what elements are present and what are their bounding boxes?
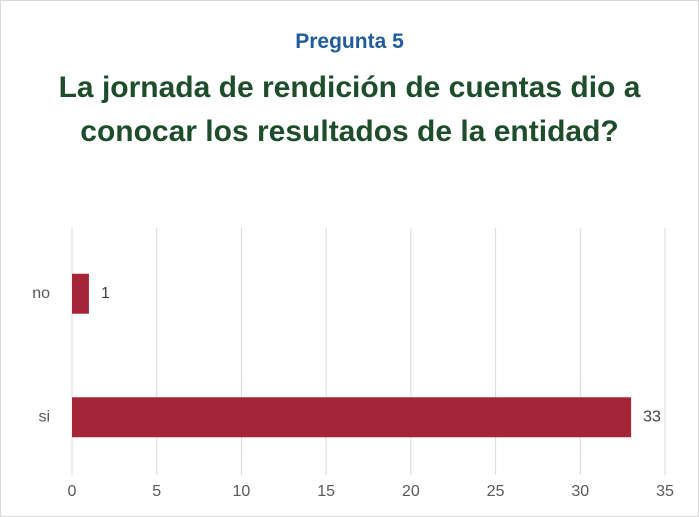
bar xyxy=(72,397,632,438)
chart-subtitle: La jornada de rendición de cuentas dio a… xyxy=(58,71,641,148)
data-label: 1 xyxy=(101,285,110,302)
x-tick-label: 5 xyxy=(152,483,161,500)
x-tick-label: 15 xyxy=(317,483,335,500)
x-tick-label: 10 xyxy=(233,483,251,500)
bar xyxy=(72,273,89,314)
x-tick-label: 20 xyxy=(402,483,420,500)
chart-title: Pregunta 5 xyxy=(295,30,404,53)
x-tick-label: 30 xyxy=(571,483,589,500)
x-tick-label: 35 xyxy=(656,483,674,500)
y-tick-label: no xyxy=(32,285,50,302)
data-label: 33 xyxy=(643,408,661,425)
x-tick-label: 25 xyxy=(487,483,505,500)
x-tick-label: 0 xyxy=(68,483,77,500)
y-tick-label: si xyxy=(38,408,50,425)
